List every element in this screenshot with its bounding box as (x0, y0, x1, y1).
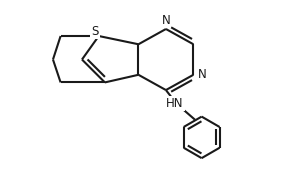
Text: S: S (91, 25, 99, 38)
Text: HN: HN (166, 97, 184, 110)
Text: N: N (198, 68, 206, 81)
Text: N: N (162, 14, 170, 27)
